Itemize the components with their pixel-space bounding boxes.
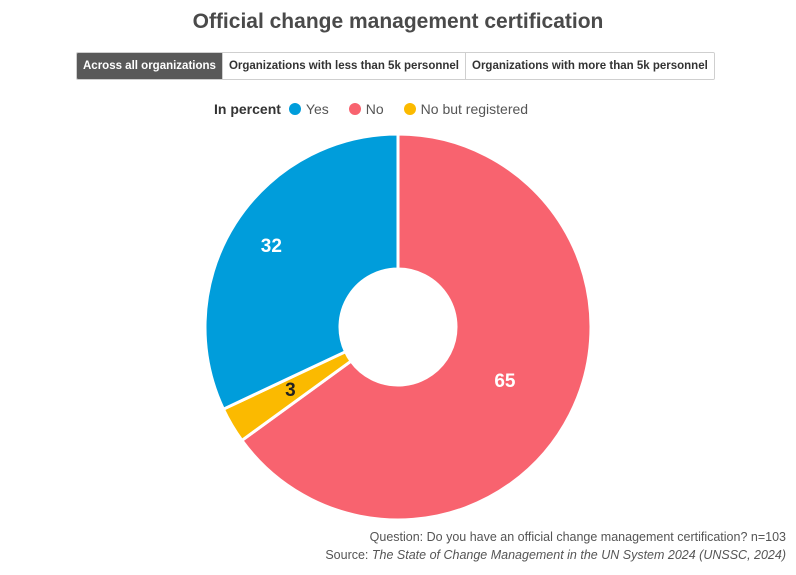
chart-title: Official change management certification (192, 10, 604, 33)
slice-no[interactable] (239, 132, 593, 522)
tab-across-all-organizations[interactable]: Across all organizations (77, 53, 222, 79)
legend-dot-yes (288, 103, 301, 115)
view-tabs: Across all organizations Organizations w… (76, 52, 715, 80)
legend-item-yes[interactable]: Yes (288, 101, 329, 117)
legend-dot-no (348, 103, 361, 115)
legend-label-yes: Yes (305, 101, 329, 117)
question-note: Question: Do you have an official change… (369, 530, 786, 544)
chart-footer: Question: Do you have an official change… (325, 528, 786, 564)
slice-yes[interactable] (203, 132, 400, 412)
legend-item-no[interactable]: No (348, 101, 384, 117)
tab-less-than-5k-personnel[interactable]: Organizations with less than 5k personne… (221, 53, 465, 79)
legend-heading: In percent (214, 101, 281, 117)
legend-item-no-but-registered[interactable]: No but registered (403, 101, 529, 117)
source-note: Source: The State of Change Management i… (325, 546, 786, 564)
legend-label-no-but-registered: No but registered (420, 101, 529, 117)
legend-dot-no-but-registered (403, 103, 416, 115)
label-no-but-registered: 3 (285, 380, 296, 401)
source-title: The State of Change Management in the UN… (371, 548, 786, 562)
legend-label-no: No (365, 101, 384, 117)
label-no: 65 (494, 371, 516, 392)
source-prefix: Source: (325, 548, 372, 562)
chart-legend: In percent Yes No No but registered (214, 101, 548, 117)
tab-more-than-5k-personnel[interactable]: Organizations with more than 5k personne… (465, 53, 714, 79)
label-yes: 32 (261, 236, 282, 257)
